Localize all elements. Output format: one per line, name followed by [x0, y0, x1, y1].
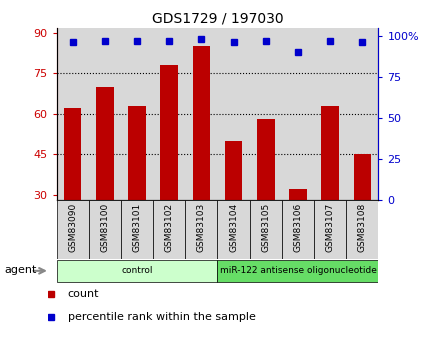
Bar [121, 28, 153, 200]
Bar [281, 200, 313, 259]
Bar [153, 28, 185, 200]
Bar [313, 28, 345, 200]
Bar [56, 260, 217, 282]
Bar [128, 106, 145, 276]
Text: GSM83106: GSM83106 [293, 203, 302, 252]
Text: control: control [121, 266, 152, 275]
Bar [160, 65, 178, 276]
Bar [217, 260, 378, 282]
Text: count: count [68, 289, 99, 299]
Text: GSM83100: GSM83100 [100, 203, 109, 252]
Bar [217, 200, 249, 259]
Bar [89, 28, 121, 200]
Text: percentile rank within the sample: percentile rank within the sample [68, 312, 255, 322]
Bar [153, 200, 185, 259]
Bar [217, 28, 249, 200]
Bar [353, 154, 370, 276]
Bar [345, 200, 378, 259]
Bar [281, 28, 313, 200]
Bar [121, 200, 153, 259]
Bar [89, 200, 121, 259]
Text: agent: agent [4, 265, 36, 275]
Title: GDS1729 / 197030: GDS1729 / 197030 [151, 11, 283, 25]
Bar [192, 47, 210, 276]
Text: GSM83103: GSM83103 [197, 203, 205, 252]
Text: GSM83107: GSM83107 [325, 203, 334, 252]
Bar [249, 28, 281, 200]
Text: GSM83102: GSM83102 [164, 203, 173, 252]
Bar [56, 28, 89, 200]
Text: GSM83105: GSM83105 [261, 203, 270, 252]
Bar [249, 200, 281, 259]
Text: GSM83108: GSM83108 [357, 203, 366, 252]
Bar [256, 119, 274, 276]
Bar [224, 141, 242, 276]
Text: GSM83104: GSM83104 [229, 203, 237, 252]
Bar [321, 106, 338, 276]
Bar [289, 189, 306, 276]
Bar [185, 200, 217, 259]
Bar [345, 28, 378, 200]
Text: GSM83090: GSM83090 [68, 203, 77, 252]
Text: GSM83101: GSM83101 [132, 203, 141, 252]
Bar [56, 200, 89, 259]
Bar [64, 108, 81, 276]
Bar [313, 200, 345, 259]
Bar [185, 28, 217, 200]
Text: miR-122 antisense oligonucleotide: miR-122 antisense oligonucleotide [219, 266, 375, 275]
Bar [96, 87, 113, 276]
